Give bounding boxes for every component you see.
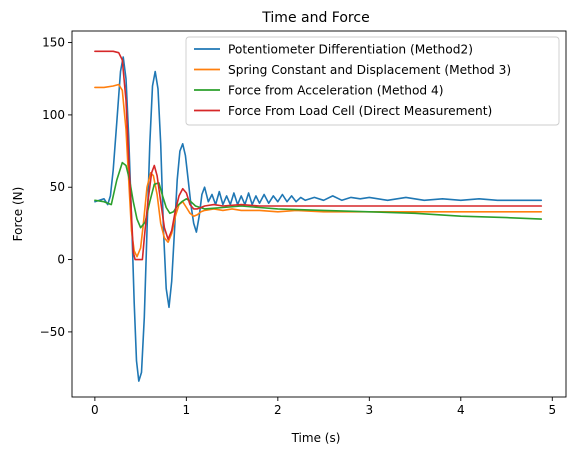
x-tick-label: 1 [183,403,191,417]
series-layer [94,50,543,382]
x-tick-label: 3 [365,403,373,417]
legend-label-1: Potentiometer Differentiation (Method2) [228,43,473,57]
axes-layer: 0 1 2 3 4 5 −50 0 50 100 150 [40,30,567,417]
x-tick-label: 0 [91,403,99,417]
y-tick-label: 100 [42,108,65,122]
chart-title: Time and Force [261,10,369,26]
legend-label-2: Spring Constant and Displacement (Method… [228,63,511,77]
series-line-3 [94,161,543,229]
legend: Potentiometer Differentiation (Method2) S… [185,36,560,126]
legend-box [185,36,560,126]
x-tick-label: 4 [457,403,465,417]
series-line-4 [94,50,543,261]
y-tick-label: 0 [57,253,65,267]
x-tick-label: 2 [274,403,282,417]
x-axis-label: Time (s) [291,431,341,445]
x-tick-label: 5 [548,403,556,417]
legend-label-3: Force from Acceleration (Method 4) [228,84,444,98]
axes-frame [71,30,567,398]
series-line-1 [94,56,543,382]
legend-label-4: Force From Load Cell (Direct Measurement… [228,104,492,118]
y-tick-label: 50 [50,180,65,194]
y-tick-label: −50 [40,325,65,339]
y-axis-label: Force (N) [11,187,25,242]
y-tick-label: 150 [42,36,65,50]
